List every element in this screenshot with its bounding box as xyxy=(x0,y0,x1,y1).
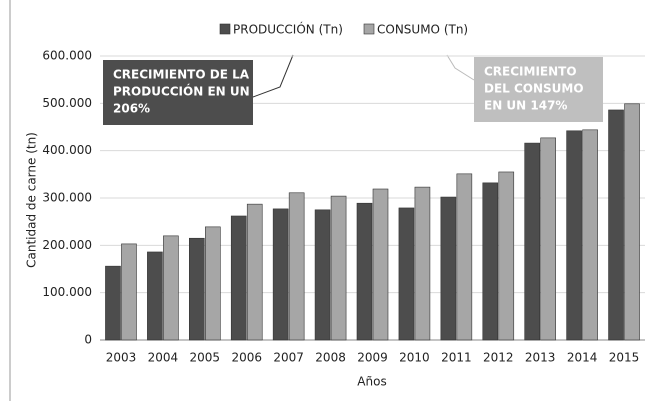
y-tick-label: 300.000 xyxy=(42,191,92,205)
bar xyxy=(246,203,263,341)
bar xyxy=(440,196,457,341)
x-tick-label: 2014 xyxy=(567,351,598,365)
x-tick-label: 2013 xyxy=(525,351,556,365)
bar xyxy=(314,209,331,341)
bar xyxy=(230,215,247,341)
bar xyxy=(372,188,389,341)
bar xyxy=(582,129,598,341)
bar xyxy=(456,173,473,341)
annotation-text: DEL CONSUMO xyxy=(484,82,584,96)
connector xyxy=(252,54,294,98)
connector xyxy=(446,54,475,81)
x-tick-label: 2004 xyxy=(148,351,179,365)
bar xyxy=(414,186,431,341)
bar xyxy=(121,243,137,341)
x-tick-label: 2015 xyxy=(609,351,640,365)
bar xyxy=(105,265,121,341)
bar xyxy=(566,130,582,341)
x-tick-label: 2011 xyxy=(441,351,472,365)
bar xyxy=(624,103,640,341)
annotation-text: CRECIMIENTO DE LA xyxy=(113,68,250,82)
annotation-box xyxy=(474,57,603,122)
x-tick-label: 2006 xyxy=(231,351,262,365)
bar xyxy=(356,202,373,341)
bar xyxy=(524,142,540,341)
x-tick-label: 2010 xyxy=(399,351,430,365)
y-tick-label: 600.000 xyxy=(42,49,92,63)
x-tick-label: 2007 xyxy=(273,351,304,365)
bar xyxy=(205,226,221,341)
bar xyxy=(498,171,515,341)
bar xyxy=(288,192,305,341)
annotation-text: CRECIMIENTO xyxy=(484,65,577,79)
y-tick-label: 200.000 xyxy=(42,238,92,252)
annotation-text: EN UN 147% xyxy=(484,99,567,113)
legend-swatch xyxy=(219,23,231,35)
annotation-text: PRODUCCIÓN EN UN xyxy=(113,84,250,99)
y-tick-label: 0 xyxy=(84,333,92,347)
x-tick-label: 2003 xyxy=(106,351,137,365)
y-tick-label: 100.000 xyxy=(42,285,92,299)
x-tick-label: 2012 xyxy=(483,351,514,365)
bar xyxy=(189,237,205,341)
bar xyxy=(608,109,624,341)
bar xyxy=(147,251,163,341)
x-tick-label: 2008 xyxy=(315,351,346,365)
x-tick-label: 2005 xyxy=(190,351,221,365)
bar xyxy=(540,137,556,341)
legend-label: CONSUMO (Tn) xyxy=(377,23,468,37)
annotation-text: 206% xyxy=(113,102,150,116)
bar xyxy=(482,182,499,341)
legend-label: PRODUCCIÓN (Tn) xyxy=(233,22,343,37)
y-axis-title: Cantidad de carne (tn) xyxy=(25,132,39,268)
x-tick-label: 2009 xyxy=(357,351,388,365)
bar xyxy=(398,207,415,341)
bar xyxy=(163,235,179,341)
bar xyxy=(330,195,347,341)
y-tick-label: 500.000 xyxy=(42,96,92,110)
y-tick-label: 400.000 xyxy=(42,143,92,157)
legend-swatch xyxy=(363,23,375,35)
x-axis-title: Años xyxy=(357,375,386,389)
bar xyxy=(272,208,289,341)
annotation-box xyxy=(103,60,253,125)
